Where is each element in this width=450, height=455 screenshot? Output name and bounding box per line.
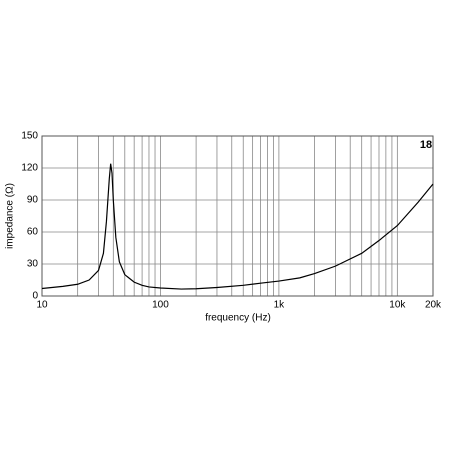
x-tick-label: 100 [152,300,169,311]
y-axis-label: impedance (Ω) [5,183,16,249]
impedance-curve [41,163,434,290]
x-tick-label: 10 [36,300,48,311]
y-tick-label: 120 [21,163,38,174]
y-tick-label: 150 [21,131,38,142]
plot-frame [41,135,434,297]
x-axis-label: frequency (Hz) [205,313,271,324]
logo: 18 [420,139,432,151]
x-tick-label: 1k [274,300,286,311]
y-tick-label: 60 [27,227,39,238]
y-tick-label: 0 [32,291,38,302]
x-tick-label: 20k [425,300,442,311]
x-tick-label: 10k [389,300,406,311]
y-tick-label: 90 [27,195,39,206]
y-tick-label: 30 [27,259,39,270]
